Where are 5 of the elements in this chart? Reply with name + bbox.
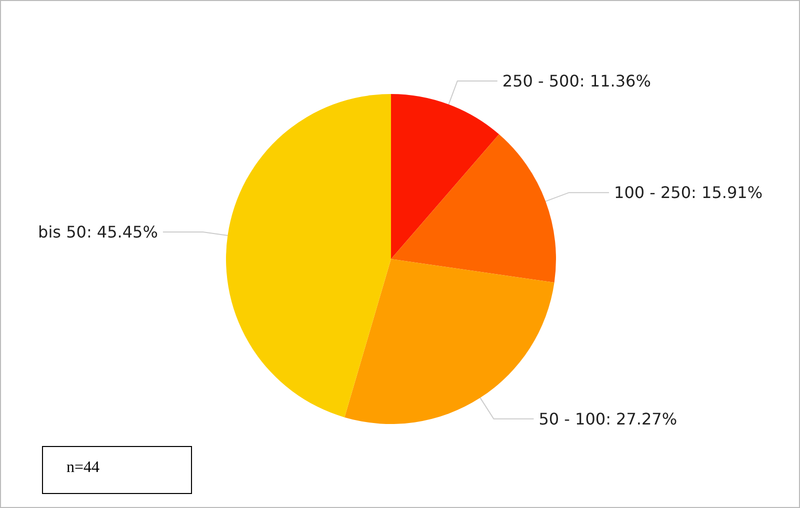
text: n=44 — [66, 459, 100, 476]
slice-label: 50 - 100: 27.27% — [538, 409, 678, 428]
slice-label: bis 50: 45.45% — [38, 222, 158, 242]
slice-label: 250 - 500: 11.36% — [502, 71, 651, 90]
slice-label: 100 - 250: 15.91% — [614, 183, 763, 202]
